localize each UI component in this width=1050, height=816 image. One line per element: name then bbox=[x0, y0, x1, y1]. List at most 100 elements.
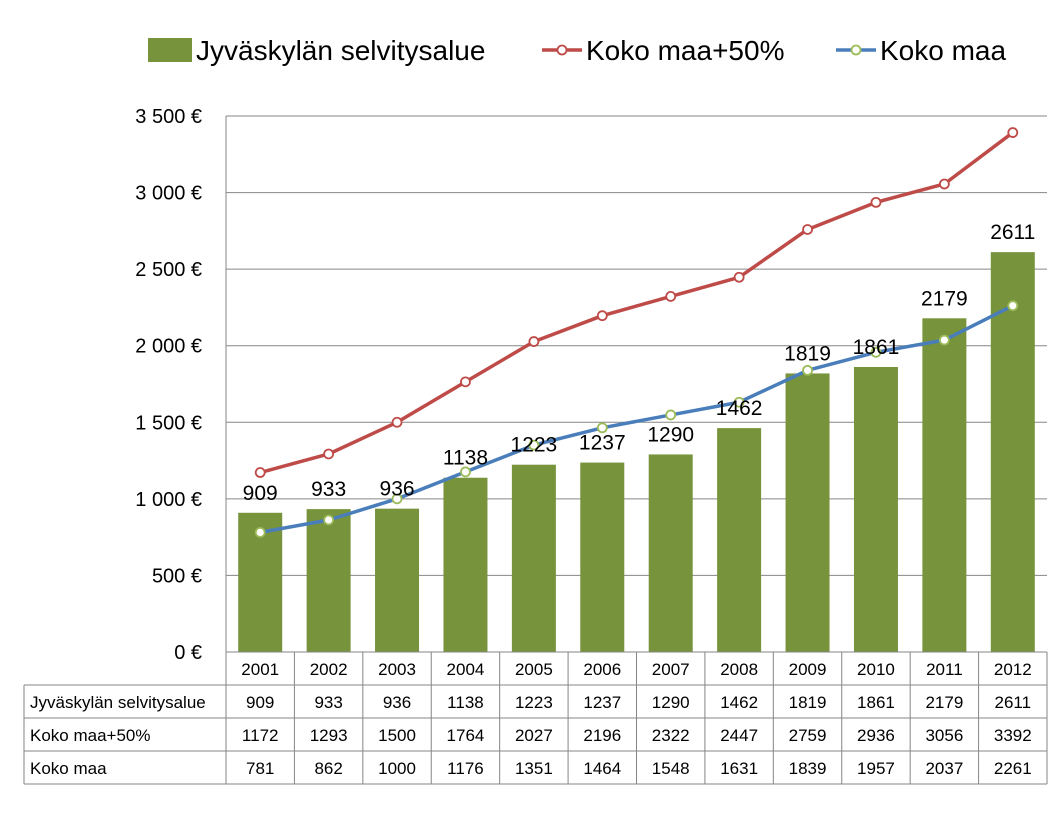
y-tick-label: 2 500 € bbox=[135, 259, 202, 281]
bar bbox=[443, 477, 488, 652]
legend-swatch-marker bbox=[850, 44, 862, 56]
series-point bbox=[1007, 127, 1019, 138]
legend-swatch-marker bbox=[556, 44, 568, 56]
x-tick-label: 2003 bbox=[378, 660, 416, 679]
bar-data-label: 1237 bbox=[579, 432, 626, 455]
table-cell: 862 bbox=[314, 759, 342, 778]
bar bbox=[306, 509, 351, 652]
data-table: 2001 2002 2003 2004 2005 2006 2007 2008 2009 2010… bbox=[23, 651, 1048, 785]
data-labels: 909 933 936 1138 1223 1237 1290 1462 1819 1861 217… bbox=[243, 221, 1036, 505]
bar bbox=[648, 454, 693, 652]
x-tick-label: 2001 bbox=[241, 660, 279, 679]
bar bbox=[580, 462, 625, 652]
bar-data-label: 1819 bbox=[784, 342, 831, 365]
series-point bbox=[528, 336, 540, 347]
series-point bbox=[596, 422, 608, 434]
y-tick-label: 1 500 € bbox=[135, 412, 202, 434]
table-cell: 1861 bbox=[857, 693, 895, 712]
series-point bbox=[802, 224, 813, 235]
y-tick-label: 2 000 € bbox=[135, 336, 202, 358]
y-tick-label: 0 € bbox=[174, 642, 202, 664]
series-point bbox=[254, 467, 266, 478]
bar-data-label: 1462 bbox=[716, 397, 763, 420]
y-axis: 0 € 500 € 1 000 € 1 500 € 2 000 € 2 500 € 3 00… bbox=[135, 106, 227, 664]
x-tick-label: 2002 bbox=[310, 660, 348, 679]
legend: Jyväskylän selvitysalue Koko maa+50% Koko … bbox=[148, 35, 1006, 66]
series-point bbox=[323, 514, 335, 526]
table-cell: 933 bbox=[314, 693, 342, 712]
bar-data-label: 1138 bbox=[443, 447, 488, 470]
table-cell: 3392 bbox=[994, 726, 1032, 745]
series-point bbox=[391, 493, 403, 505]
series-point bbox=[870, 196, 882, 208]
bar bbox=[511, 464, 556, 652]
table-cell: 1293 bbox=[310, 726, 348, 745]
series-point bbox=[938, 334, 950, 346]
x-tick-label: 2011 bbox=[926, 660, 963, 679]
series-point bbox=[596, 310, 608, 322]
table-cell: 2037 bbox=[925, 759, 963, 778]
x-tick-label: 2008 bbox=[720, 660, 758, 679]
y-tick-label: 500 € bbox=[152, 565, 202, 587]
table-cell: 909 bbox=[246, 693, 274, 712]
table-cell: 1223 bbox=[515, 693, 553, 712]
x-tick-label: 2005 bbox=[515, 660, 553, 679]
series-point bbox=[460, 376, 471, 388]
bar-data-label: 1223 bbox=[511, 434, 558, 457]
bar-data-label: 909 bbox=[243, 482, 278, 505]
table-cell: 2261 bbox=[994, 759, 1032, 778]
table-cell: 1839 bbox=[789, 759, 827, 778]
table-cell: 2196 bbox=[583, 726, 621, 745]
x-tick-label: 2012 bbox=[994, 660, 1032, 679]
bar-data-label: 933 bbox=[311, 478, 346, 501]
series-point bbox=[323, 448, 335, 460]
series-point bbox=[254, 526, 266, 538]
table-cell: 1000 bbox=[378, 759, 416, 778]
x-tick-label: 2004 bbox=[447, 660, 485, 679]
table-cell: 2179 bbox=[925, 693, 963, 712]
table-cell: 2322 bbox=[652, 726, 690, 745]
series-point bbox=[733, 396, 745, 408]
bar bbox=[990, 252, 1035, 653]
y-tick-label: 3 000 € bbox=[135, 183, 202, 205]
table-cell: 1351 bbox=[515, 759, 553, 778]
table-cell: 1764 bbox=[447, 726, 485, 745]
table-cell: 1172 bbox=[242, 726, 279, 745]
legend-label: Jyväskylän selvitysalue bbox=[196, 35, 485, 66]
table-cell: 2447 bbox=[720, 726, 758, 745]
table-cell: 1176 bbox=[447, 759, 484, 778]
table-cell: 1548 bbox=[652, 759, 690, 778]
table-cell: 1631 bbox=[720, 759, 758, 778]
bar-data-label: 936 bbox=[380, 478, 415, 501]
table-cell: 1237 bbox=[583, 693, 621, 712]
bar bbox=[717, 428, 762, 652]
table-cell: 3056 bbox=[925, 726, 963, 745]
bar bbox=[853, 367, 898, 652]
series-line bbox=[259, 131, 1014, 475]
table-cell: 1462 bbox=[720, 693, 758, 712]
table-row-label: Koko maa bbox=[30, 759, 107, 778]
bar-data-label: 1290 bbox=[647, 423, 694, 446]
table-cell: 1500 bbox=[378, 726, 416, 745]
x-tick-label: 2007 bbox=[652, 660, 690, 679]
series-point bbox=[391, 416, 403, 428]
line-series bbox=[254, 127, 1019, 538]
table-row-label: Jyväskylän selvitysalue bbox=[30, 693, 206, 712]
bar bbox=[785, 373, 830, 652]
table-cell: 1290 bbox=[652, 693, 690, 712]
x-tick-label: 2009 bbox=[789, 660, 827, 679]
bar-data-label: 2611 bbox=[990, 221, 1035, 244]
series-point bbox=[665, 291, 677, 302]
bar-data-label: 1861 bbox=[853, 336, 900, 359]
y-tick-label: 1 000 € bbox=[135, 489, 202, 511]
series-point bbox=[733, 271, 745, 283]
bar bbox=[375, 508, 420, 652]
series-point bbox=[802, 364, 813, 376]
series-point bbox=[528, 439, 540, 451]
series-point bbox=[460, 466, 471, 478]
table-cell: 1464 bbox=[583, 759, 621, 778]
legend-swatch-bar bbox=[148, 38, 192, 62]
series-point bbox=[665, 409, 677, 421]
x-tick-label: 2010 bbox=[857, 660, 895, 679]
